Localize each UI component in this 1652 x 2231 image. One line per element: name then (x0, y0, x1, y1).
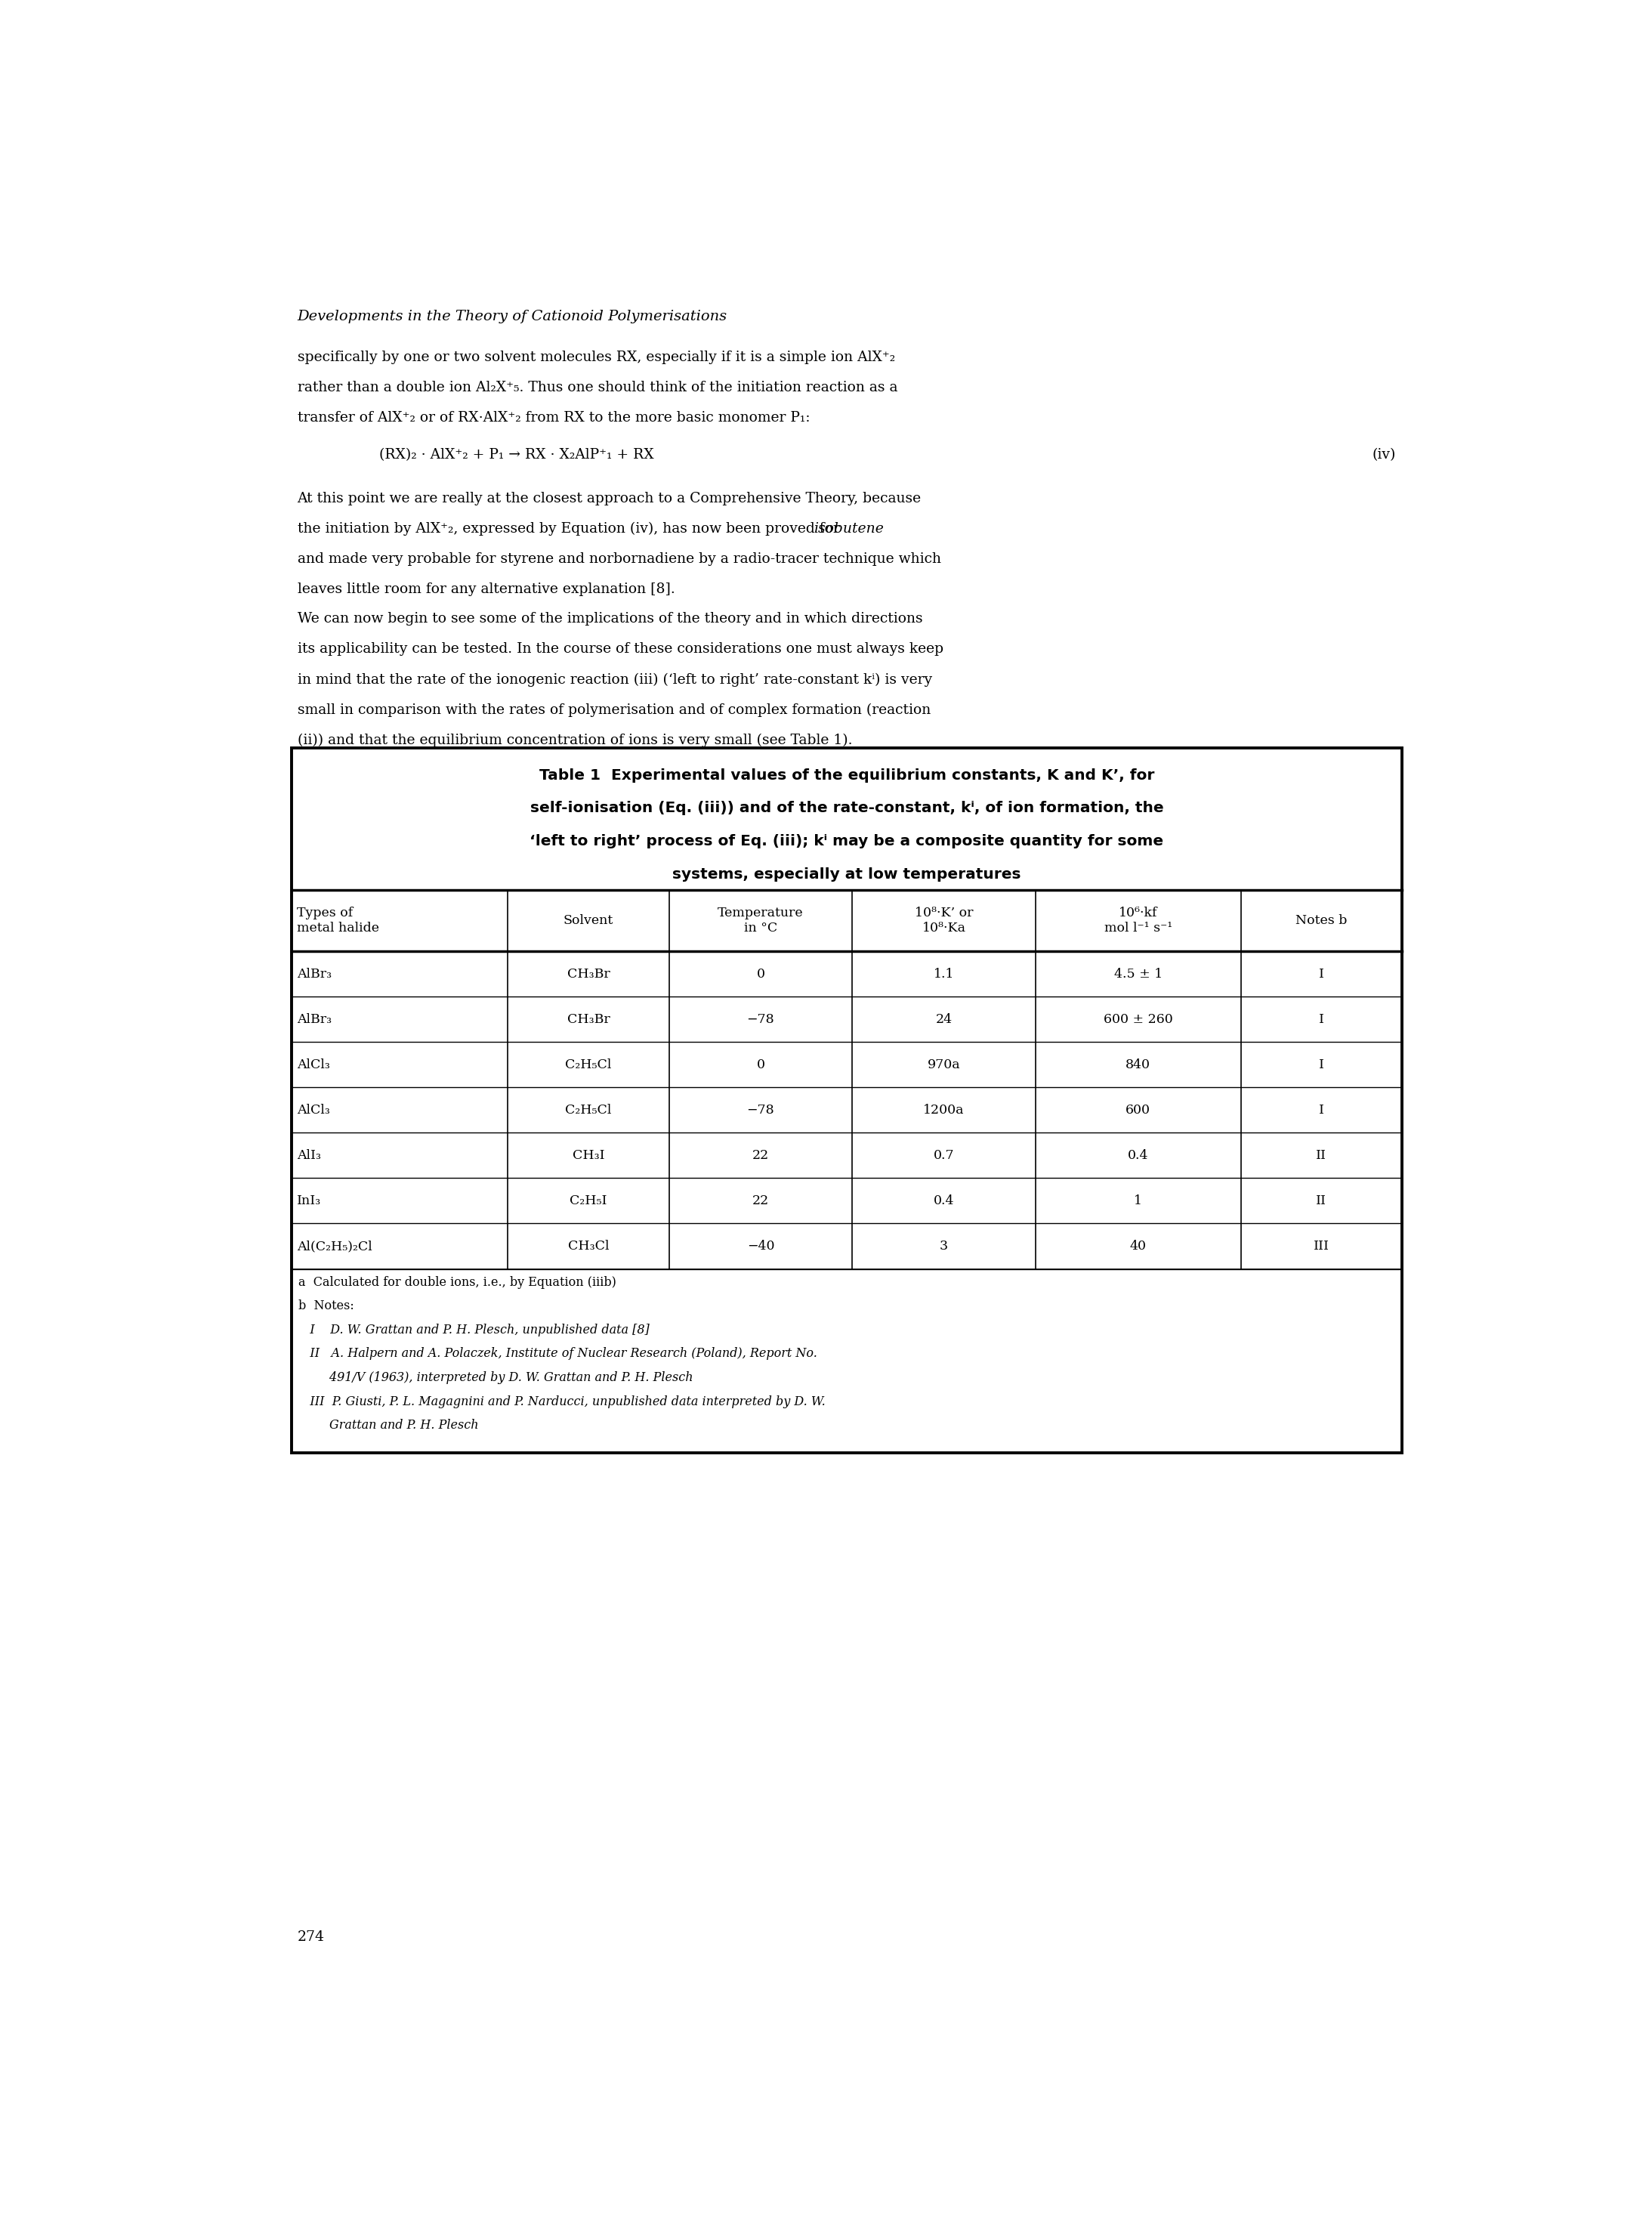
Text: CH₃Br: CH₃Br (567, 968, 610, 979)
Text: Temperature
in °C: Temperature in °C (717, 906, 803, 935)
Text: and made very probable for styrene and norbornadiene by a radio-tracer technique: and made very probable for styrene and n… (297, 553, 942, 567)
Text: 0.4: 0.4 (1128, 1149, 1148, 1162)
Text: Table 1  Experimental values of the equilibrium constants, K and K’, for: Table 1 Experimental values of the equil… (539, 767, 1155, 783)
Text: 491/V (1963), interpreted by D. W. Grattan and P. H. Plesch: 491/V (1963), interpreted by D. W. Gratt… (299, 1372, 694, 1383)
Text: 40: 40 (1130, 1240, 1146, 1252)
Text: 24: 24 (935, 1013, 952, 1026)
Text: We can now begin to see some of the implications of the theory and in which dire: We can now begin to see some of the impl… (297, 611, 922, 625)
Text: 1: 1 (1133, 1194, 1142, 1207)
Text: AlI₃: AlI₃ (297, 1149, 320, 1162)
Text: Types of
metal halide: Types of metal halide (297, 906, 378, 935)
Text: small in comparison with the rates of polymerisation and of complex formation (r: small in comparison with the rates of po… (297, 703, 930, 716)
Text: rather than a double ion Al₂X⁺₅. Thus one should think of the initiation reactio: rather than a double ion Al₂X⁺₅. Thus on… (297, 382, 897, 395)
Text: CH₃Cl: CH₃Cl (568, 1240, 610, 1252)
Text: AlCl₃: AlCl₃ (297, 1104, 330, 1116)
Text: C₂H₅I: C₂H₅I (570, 1194, 608, 1207)
Text: 0: 0 (757, 1057, 765, 1071)
Text: transfer of AlX⁺₂ or of RX·AlX⁺₂ from RX to the more basic monomer P₁:: transfer of AlX⁺₂ or of RX·AlX⁺₂ from RX… (297, 411, 809, 424)
Text: a  Calculated for double ions, i.e., by Equation (iiib): a Calculated for double ions, i.e., by E… (299, 1276, 616, 1290)
Text: Grattan and P. H. Plesch: Grattan and P. H. Plesch (299, 1419, 479, 1432)
Text: isobutene: isobutene (813, 522, 884, 535)
Text: (RX)₂ · AlX⁺₂ + P₁ → RX · X₂AlP⁺₁ + RX: (RX)₂ · AlX⁺₂ + P₁ → RX · X₂AlP⁺₁ + RX (380, 448, 654, 462)
Text: At this point we are really at the closest approach to a Comprehensive Theory, b: At this point we are really at the close… (297, 491, 922, 504)
Text: in mind that the rate of the ionogenic reaction (iii) (‘left to right’ rate-cons: in mind that the rate of the ionogenic r… (297, 672, 932, 687)
Text: I    D. W. Grattan and P. H. Plesch, unpublished data [8]: I D. W. Grattan and P. H. Plesch, unpubl… (299, 1323, 649, 1336)
Text: C₂H₅Cl: C₂H₅Cl (565, 1104, 611, 1116)
Text: self-ionisation (Eq. (iii)) and of the rate-constant, kⁱ, of ion formation, the: self-ionisation (Eq. (iii)) and of the r… (530, 801, 1163, 817)
Text: II: II (1317, 1194, 1327, 1207)
Text: −78: −78 (747, 1013, 775, 1026)
Text: II   A. Halpern and A. Polaczek, Institute of Nuclear Research (Poland), Report : II A. Halpern and A. Polaczek, Institute… (299, 1348, 818, 1361)
Text: its applicability can be tested. In the course of these considerations one must : its applicability can be tested. In the … (297, 643, 943, 656)
Text: 1200a: 1200a (923, 1104, 965, 1116)
Text: 10⁶·kf
mol l⁻¹ s⁻¹: 10⁶·kf mol l⁻¹ s⁻¹ (1104, 906, 1173, 935)
Text: the initiation by AlX⁺₂, expressed by Equation (iv), has now been proved for: the initiation by AlX⁺₂, expressed by Eq… (297, 522, 844, 535)
Text: 22: 22 (752, 1149, 768, 1162)
Text: I: I (1318, 1057, 1323, 1071)
Text: leaves little room for any alternative explanation [8].: leaves little room for any alternative e… (297, 582, 674, 596)
Text: (iv): (iv) (1373, 448, 1396, 462)
Text: 0.7: 0.7 (933, 1149, 955, 1162)
Text: (ii)) and that the equilibrium concentration of ions is very small (see Table 1): (ii)) and that the equilibrium concentra… (297, 734, 852, 747)
Text: III: III (1313, 1240, 1330, 1252)
Text: CH₃I: CH₃I (572, 1149, 605, 1162)
Text: 0.4: 0.4 (933, 1194, 955, 1207)
Text: −78: −78 (747, 1104, 775, 1116)
Bar (291, 747, 1403, 1452)
Text: 600: 600 (1125, 1104, 1151, 1116)
Text: 10⁸·K’ or
10⁸·Ka: 10⁸·K’ or 10⁸·Ka (915, 906, 973, 935)
Text: Developments in the Theory of Cationoid Polymerisations: Developments in the Theory of Cationoid … (297, 310, 727, 323)
Text: AlBr₃: AlBr₃ (297, 1013, 332, 1026)
Text: 0: 0 (757, 968, 765, 979)
Text: CH₃Br: CH₃Br (567, 1013, 610, 1026)
Text: Al(C₂H₅)₂Cl: Al(C₂H₅)₂Cl (297, 1240, 372, 1252)
Text: InI₃: InI₃ (297, 1194, 320, 1207)
Text: −40: −40 (747, 1240, 775, 1252)
Text: I: I (1318, 1013, 1323, 1026)
Text: II: II (1317, 1149, 1327, 1162)
Text: Notes b: Notes b (1295, 915, 1348, 928)
Text: I: I (1318, 1104, 1323, 1116)
Text: 840: 840 (1125, 1057, 1151, 1071)
Text: 600 ± 260: 600 ± 260 (1104, 1013, 1173, 1026)
Text: III  P. Giusti, P. L. Magagnini and P. Narducci, unpublished data interpreted by: III P. Giusti, P. L. Magagnini and P. Na… (299, 1394, 826, 1408)
Text: 3: 3 (940, 1240, 948, 1252)
Text: 22: 22 (752, 1194, 768, 1207)
Text: systems, especially at low temperatures: systems, especially at low temperatures (672, 868, 1021, 881)
Text: specifically by one or two solvent molecules RX, especially if it is a simple io: specifically by one or two solvent molec… (297, 350, 895, 364)
Text: Solvent: Solvent (563, 915, 613, 928)
Text: 4.5 ± 1: 4.5 ± 1 (1113, 968, 1163, 979)
Text: b  Notes:: b Notes: (299, 1301, 354, 1312)
Text: ‘left to right’ process of Eq. (iii); kⁱ may be a composite quantity for some: ‘left to right’ process of Eq. (iii); kⁱ… (530, 834, 1163, 848)
Text: AlBr₃: AlBr₃ (297, 968, 332, 979)
Text: 970a: 970a (927, 1057, 960, 1071)
Text: I: I (1318, 968, 1323, 979)
Text: C₂H₅Cl: C₂H₅Cl (565, 1057, 611, 1071)
Text: AlCl₃: AlCl₃ (297, 1057, 330, 1071)
Text: 1.1: 1.1 (933, 968, 955, 979)
Text: 274: 274 (297, 1930, 324, 1943)
